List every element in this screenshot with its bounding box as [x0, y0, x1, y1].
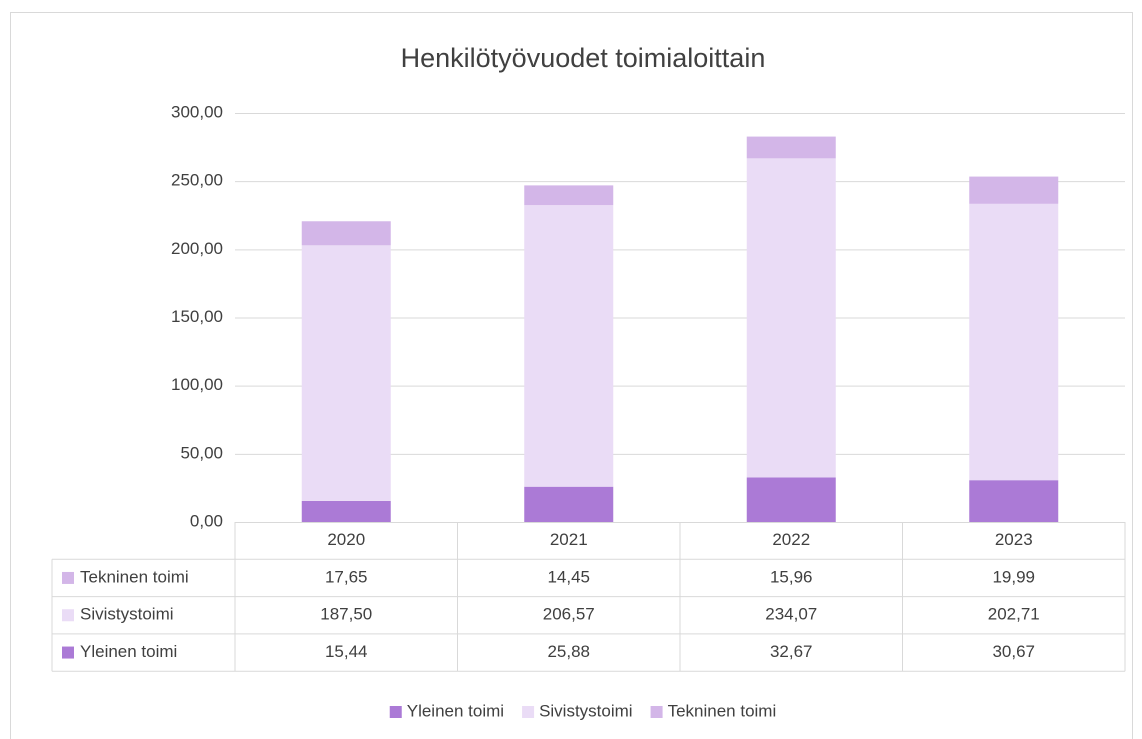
bar-segment	[746, 477, 836, 522]
table-cell: 17,65	[325, 567, 368, 586]
y-tick-label: 200,00	[171, 239, 223, 258]
bar-segment	[746, 136, 836, 159]
legend-label: Tekninen toimi	[668, 701, 777, 720]
table-cell: 14,45	[547, 567, 590, 586]
legend-key	[389, 706, 402, 718]
y-tick-label: 100,00	[171, 375, 223, 394]
bar-segment	[969, 480, 1059, 522]
y-tick-label: 150,00	[171, 307, 223, 326]
table-row-label: Tekninen toimi	[80, 567, 189, 586]
table-cell: 32,67	[770, 642, 813, 661]
table-legend-key	[62, 609, 74, 622]
legend-label: Yleinen toimi	[407, 701, 504, 720]
legend-key	[650, 706, 663, 718]
y-tick-label: 50,00	[180, 443, 223, 462]
table-cell: 206,57	[543, 605, 595, 624]
y-tick-label: 250,00	[171, 171, 223, 190]
table-legend-key	[62, 571, 74, 584]
bar-segment	[301, 221, 391, 246]
bar-segment	[301, 500, 391, 522]
table-cell: 187,50	[320, 605, 372, 624]
table-cell: 19,99	[992, 567, 1035, 586]
bar-segment	[969, 176, 1059, 204]
bar-segment	[969, 203, 1059, 481]
chart-title: Henkilötyövuodet toimialoittain	[401, 43, 766, 73]
table-cell: 30,67	[992, 642, 1035, 661]
table-legend-key	[62, 646, 74, 659]
table-cell: 15,44	[325, 642, 368, 661]
legend-key	[522, 706, 535, 718]
x-tick-label: 2022	[772, 530, 810, 549]
table-cell: 202,71	[988, 605, 1040, 624]
bar-segment	[524, 205, 614, 487]
bar-segment	[746, 158, 836, 478]
table-cell: 25,88	[547, 642, 590, 661]
table-row-label: Yleinen toimi	[80, 642, 177, 661]
x-tick-label: 2021	[550, 530, 588, 549]
table-cell: 234,07	[765, 605, 817, 624]
y-tick-label: 0,00	[190, 511, 223, 530]
bar-segment	[524, 185, 614, 206]
table-row-label: Sivistystoimi	[80, 605, 174, 624]
table-cell: 15,96	[770, 567, 813, 586]
x-tick-label: 2023	[995, 530, 1033, 549]
bar-segment	[301, 245, 391, 501]
legend-label: Sivistystoimi	[539, 701, 633, 720]
y-tick-label: 300,00	[171, 102, 223, 121]
bar-segment	[524, 486, 614, 522]
x-tick-label: 2020	[327, 530, 365, 549]
